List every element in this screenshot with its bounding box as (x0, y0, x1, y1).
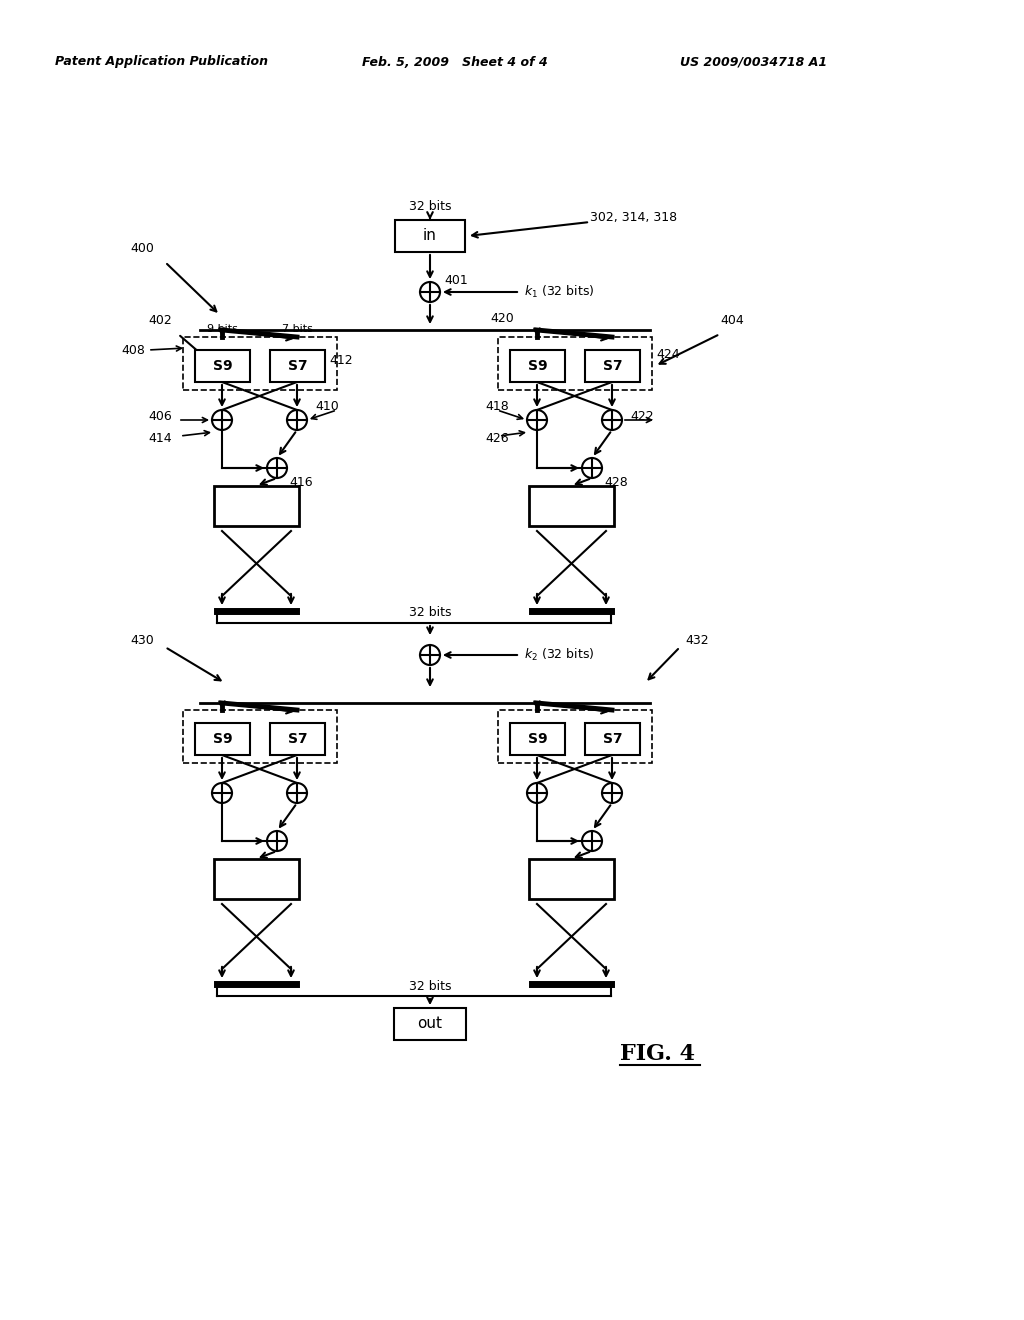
Text: 400: 400 (130, 242, 154, 255)
Text: out: out (418, 1016, 442, 1031)
Bar (183, 337, 337, 389)
Text: $k_1$ (32 bits): $k_1$ (32 bits) (524, 284, 595, 300)
Bar (529, 859, 614, 899)
Text: S7: S7 (603, 733, 623, 746)
Text: S9: S9 (527, 733, 547, 746)
Bar (510, 350, 565, 381)
Bar (510, 723, 565, 755)
Bar (195, 350, 250, 381)
Circle shape (527, 411, 547, 430)
Text: $k_2$ (32 bits): $k_2$ (32 bits) (524, 647, 595, 663)
Circle shape (212, 411, 232, 430)
Bar (529, 486, 614, 525)
Bar (214, 859, 299, 899)
Text: 32 bits: 32 bits (409, 606, 452, 619)
Text: 412: 412 (329, 354, 352, 367)
Circle shape (602, 411, 622, 430)
Text: S7: S7 (288, 359, 307, 374)
Text: Patent Application Publication: Patent Application Publication (55, 55, 268, 69)
Text: S9: S9 (213, 359, 232, 374)
Circle shape (212, 783, 232, 803)
Circle shape (420, 645, 440, 665)
Text: US 2009/0034718 A1: US 2009/0034718 A1 (680, 55, 827, 69)
Text: 410: 410 (315, 400, 339, 412)
Text: 9 bits: 9 bits (207, 323, 238, 334)
Bar (214, 486, 299, 525)
Text: 404: 404 (720, 314, 743, 326)
Bar (395, 220, 465, 252)
Circle shape (287, 783, 307, 803)
Text: 7 bits: 7 bits (282, 323, 312, 334)
Text: in: in (423, 228, 437, 243)
Text: 422: 422 (630, 409, 653, 422)
Text: S7: S7 (603, 359, 623, 374)
Text: S9: S9 (527, 359, 547, 374)
Circle shape (287, 411, 307, 430)
Circle shape (267, 832, 287, 851)
Circle shape (582, 458, 602, 478)
Text: 426: 426 (485, 432, 509, 445)
Text: 402: 402 (148, 314, 172, 326)
Circle shape (527, 783, 547, 803)
Text: S9: S9 (213, 733, 232, 746)
Bar (270, 723, 325, 755)
Circle shape (582, 832, 602, 851)
Text: S7: S7 (288, 733, 307, 746)
Circle shape (420, 282, 440, 302)
Text: 408: 408 (121, 343, 145, 356)
Text: 416: 416 (289, 475, 312, 488)
Bar (585, 723, 640, 755)
Text: 406: 406 (148, 409, 172, 422)
Text: 418: 418 (485, 400, 509, 412)
Text: 32 bits: 32 bits (409, 979, 452, 993)
Text: 424: 424 (656, 348, 680, 362)
Bar (183, 710, 337, 763)
Text: 32 bits: 32 bits (409, 201, 452, 214)
Bar (498, 710, 652, 763)
Text: 302, 314, 318: 302, 314, 318 (590, 211, 677, 224)
Text: 430: 430 (130, 635, 154, 648)
Bar (585, 350, 640, 381)
Circle shape (267, 458, 287, 478)
Text: 401: 401 (444, 273, 468, 286)
Bar (270, 350, 325, 381)
Text: 420: 420 (490, 312, 514, 325)
Text: 414: 414 (148, 432, 172, 445)
Text: Feb. 5, 2009   Sheet 4 of 4: Feb. 5, 2009 Sheet 4 of 4 (362, 55, 548, 69)
Text: 428: 428 (604, 475, 628, 488)
Bar (498, 337, 652, 389)
Bar (195, 723, 250, 755)
Text: 432: 432 (685, 635, 709, 648)
Circle shape (602, 783, 622, 803)
Text: FIG. 4: FIG. 4 (620, 1043, 695, 1065)
Bar (394, 1008, 466, 1040)
